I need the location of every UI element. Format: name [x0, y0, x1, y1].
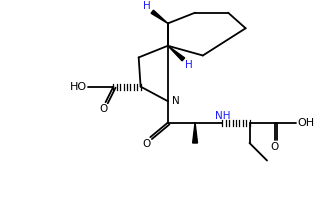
Text: H: H [185, 60, 193, 70]
Text: NH: NH [214, 111, 230, 121]
Polygon shape [151, 10, 168, 23]
Polygon shape [168, 46, 185, 61]
Text: HO: HO [70, 82, 87, 92]
Text: O: O [99, 104, 108, 114]
Text: H: H [143, 1, 150, 11]
Text: O: O [271, 142, 279, 152]
Polygon shape [193, 123, 198, 143]
Text: N: N [172, 96, 179, 106]
Text: O: O [142, 139, 151, 149]
Text: OH: OH [297, 118, 315, 128]
